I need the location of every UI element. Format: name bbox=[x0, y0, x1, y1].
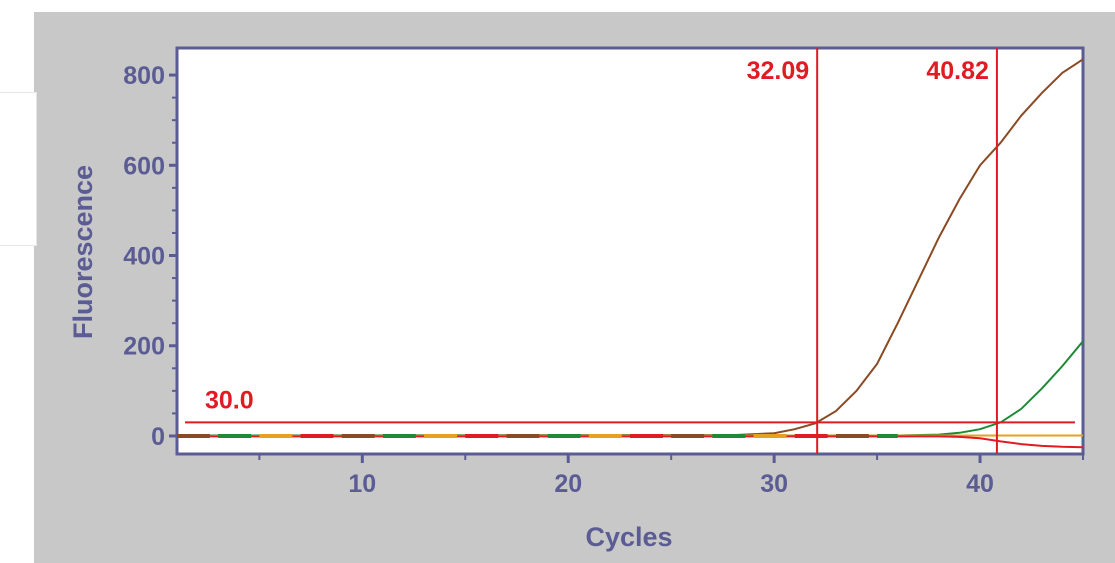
ct-marker-label: 32.09 bbox=[747, 57, 810, 85]
y-tick-label: 200 bbox=[123, 333, 165, 361]
ct-marker-group: 32.09 40.82 bbox=[747, 48, 998, 454]
y-tick-label: 600 bbox=[123, 152, 165, 180]
x-tick-label: 30 bbox=[760, 470, 788, 498]
y-axis-title: Fluorescence bbox=[68, 165, 98, 339]
axis-group: 0 200 400 600 800 10 20 30 40 bbox=[123, 62, 1084, 498]
x-tick-label: 40 bbox=[966, 470, 994, 498]
y-tick-label: 800 bbox=[123, 62, 165, 90]
threshold-group: 30.0 bbox=[185, 386, 1075, 424]
ct-marker-label: 40.82 bbox=[926, 57, 989, 85]
threshold-label: 30.0 bbox=[205, 386, 254, 414]
x-axis-title: Cycles bbox=[585, 522, 672, 552]
y-tick-label: 0 bbox=[151, 423, 165, 451]
x-tick-label: 20 bbox=[554, 470, 582, 498]
series-group bbox=[176, 58, 1084, 449]
plot-area bbox=[175, 46, 1085, 456]
series-line-1 bbox=[176, 58, 1084, 437]
background-card-fragment bbox=[0, 92, 37, 246]
x-tick-label: 10 bbox=[348, 470, 376, 498]
y-tick-label: 400 bbox=[123, 243, 165, 271]
series-line-4 bbox=[177, 435, 1084, 449]
